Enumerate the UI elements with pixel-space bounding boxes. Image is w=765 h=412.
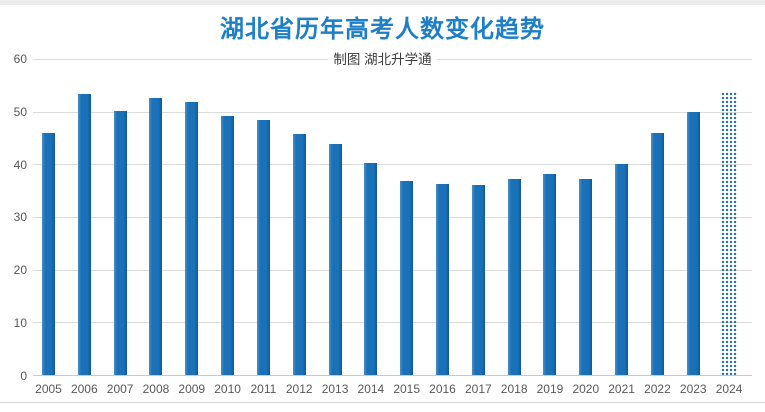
bar-2017: [471, 184, 485, 376]
gridline-50: [33, 111, 752, 113]
x-axis-label-2007: 2007: [106, 382, 134, 396]
x-axis-label-2006: 2006: [70, 382, 98, 396]
gridline-0: [33, 375, 752, 376]
bar-2006: [77, 93, 91, 376]
bar-2015: [400, 181, 414, 376]
x-axis-label-2017: 2017: [464, 382, 492, 396]
bar-2020: [579, 178, 593, 376]
x-axis-label-2014: 2014: [357, 382, 385, 396]
y-axis-label-30: 30: [13, 210, 27, 225]
bar-2008: [149, 98, 163, 376]
x-axis-label-2023: 2023: [679, 382, 707, 396]
bar-2018: [507, 178, 521, 376]
gridline-10: [33, 322, 752, 324]
gridline-30: [33, 216, 752, 218]
y-axis-label-50: 50: [13, 105, 27, 120]
x-axis-label-2012: 2012: [285, 382, 313, 396]
bar-2019: [543, 173, 557, 376]
bar-2014: [364, 163, 378, 376]
chart-title: 湖北省历年高考人数变化趋势: [220, 16, 545, 43]
x-axis-label-2020: 2020: [572, 382, 600, 396]
x-axis-label-2005: 2005: [35, 382, 62, 396]
bar-2021: [615, 164, 629, 376]
y-axis-label-40: 40: [13, 157, 27, 172]
x-axis-label-2022: 2022: [644, 382, 671, 396]
bar-2005: [42, 133, 55, 376]
x-axis-label-2019: 2019: [536, 382, 564, 396]
top-border-strip: [0, 0, 765, 5]
bar-2016: [436, 184, 450, 376]
bar-2022: [650, 132, 664, 376]
x-axis-label-2010: 2010: [214, 382, 241, 396]
x-axis-label-2016: 2016: [429, 382, 456, 396]
x-axis-label-2021: 2021: [608, 382, 635, 396]
bar-2010: [221, 116, 235, 376]
y-axis-label-20: 20: [13, 263, 27, 278]
gridline-40: [33, 164, 752, 166]
x-axis-label-2015: 2015: [393, 382, 421, 396]
y-axis-label-0: 0: [20, 368, 27, 383]
bar-2011: [256, 119, 270, 376]
bottom-border-line: [0, 402, 765, 403]
bar-2023: [686, 112, 700, 376]
bar-2007: [113, 110, 127, 376]
chart-subtitle-text: 制图 湖北升学通: [328, 52, 437, 67]
bar-projected-2024: [720, 91, 739, 376]
gridline-20: [33, 269, 752, 271]
bar-2009: [185, 101, 199, 376]
y-axis-label-60: 60: [13, 52, 27, 67]
bar-2012: [292, 133, 306, 376]
x-axis-label-2008: 2008: [142, 382, 170, 396]
chart-subtitle: 制图 湖北升学通: [0, 48, 765, 68]
x-axis-label-2009: 2009: [178, 382, 206, 396]
x-axis-label-2024: 2024: [715, 382, 743, 396]
x-axis-label-2018: 2018: [500, 382, 528, 396]
bar-2013: [328, 144, 342, 376]
y-axis-label-10: 10: [13, 315, 27, 330]
x-axis-label-2011: 2011: [250, 382, 277, 396]
x-axis-label-2013: 2013: [321, 382, 349, 396]
